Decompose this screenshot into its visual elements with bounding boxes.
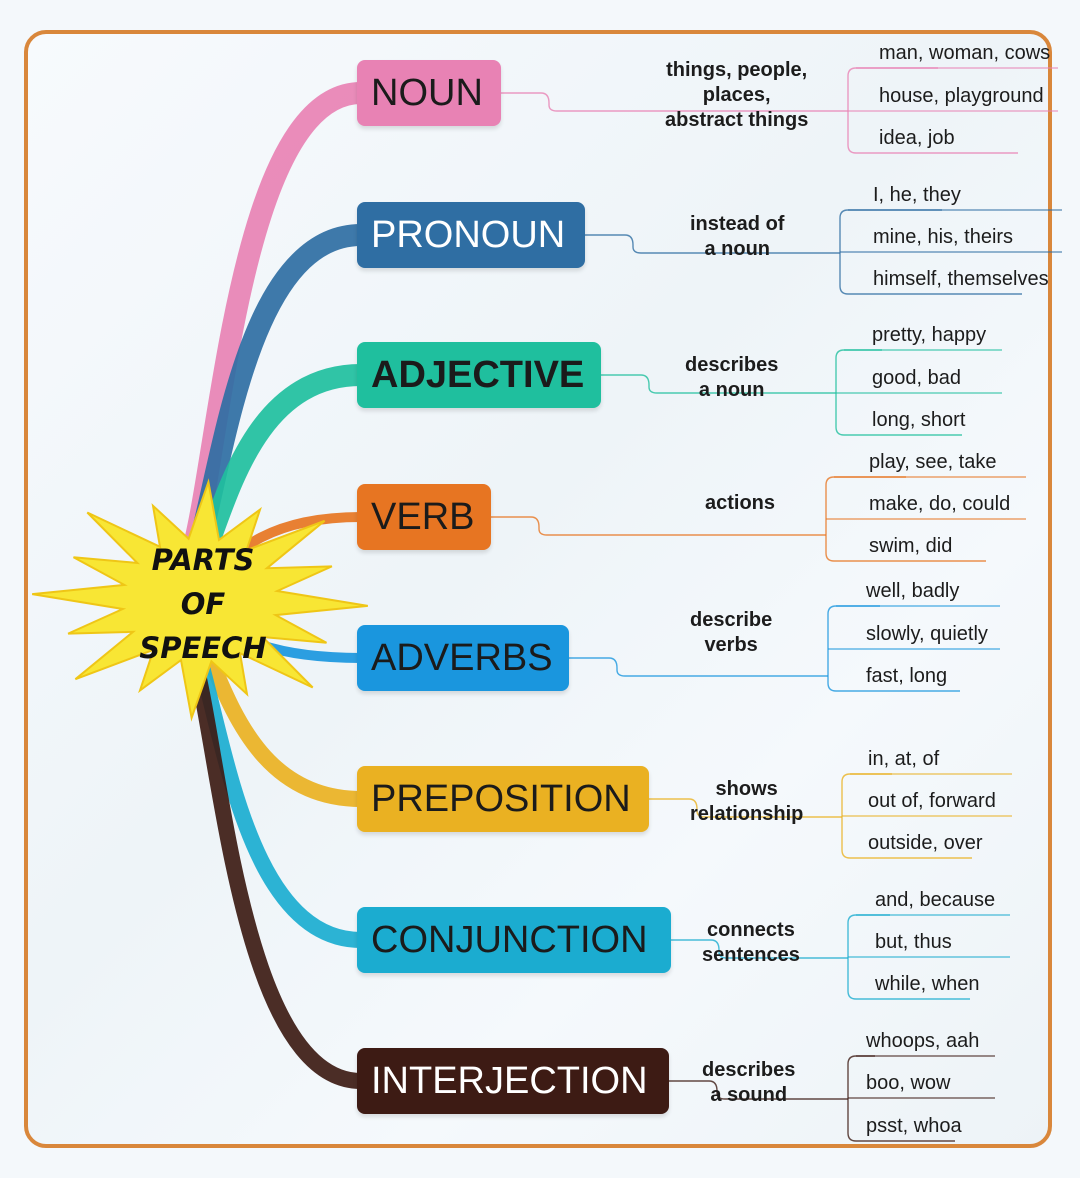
definition-conjunction: connects sentences <box>702 918 800 968</box>
pos-label: VERB <box>371 496 475 538</box>
pos-label: INTERJECTION <box>371 1060 648 1102</box>
example-adjective: good, bad <box>872 367 961 389</box>
center-line-of: OF <box>180 587 226 621</box>
pos-label: PRONOUN <box>371 214 566 256</box>
branch-interjection <box>182 636 369 1089</box>
definition-line: sentences <box>702 944 800 966</box>
pos-label: ADVERBS <box>371 637 553 679</box>
pos-box-verb: VERB <box>357 484 491 550</box>
connector-preposition <box>649 798 842 818</box>
connector-conjunction <box>671 939 848 959</box>
definition-line: shows <box>715 778 778 800</box>
connector-adverbs <box>569 657 828 677</box>
pos-label: PREPOSITION <box>371 778 631 820</box>
example-noun: idea, job <box>879 127 955 149</box>
pos-box-interjection: INTERJECTION <box>357 1048 669 1114</box>
example-pronoun: himself, themselves <box>873 268 1049 290</box>
definition-line: describes <box>685 354 779 376</box>
example-interjection: psst, whoa <box>866 1115 962 1137</box>
example-adjective: pretty, happy <box>872 324 987 346</box>
definition-line: verbs <box>704 634 758 656</box>
connector-noun <box>501 92 848 112</box>
definition-line: abstract things <box>665 109 809 131</box>
pos-label: CONJUNCTION <box>371 919 648 961</box>
definition-verb: actions <box>705 491 775 516</box>
definition-line: relationship <box>690 803 804 825</box>
pos-label: ADJECTIVE <box>371 354 585 396</box>
example-interjection: boo, wow <box>866 1072 951 1094</box>
example-verb: make, do, could <box>869 493 1011 515</box>
definition-line: a noun <box>698 379 765 401</box>
starburst-shape <box>32 478 368 722</box>
pos-label: NOUN <box>371 72 483 114</box>
example-verb: swim, did <box>869 535 953 557</box>
definition-line: actions <box>705 492 776 514</box>
pos-box-adverbs: ADVERBS <box>357 625 569 691</box>
definition-adjective: describes a noun <box>685 353 778 403</box>
example-pronoun: mine, his, theirs <box>873 226 1014 248</box>
example-adverbs: slowly, quietly <box>866 623 988 645</box>
pos-box-preposition: PREPOSITION <box>357 766 649 832</box>
definition-line: places, <box>702 84 771 106</box>
example-adverbs: well, badly <box>866 580 960 602</box>
star-group <box>32 478 368 722</box>
example-preposition: in, at, of <box>868 748 940 770</box>
example-interjection: whoops, aah <box>866 1030 980 1052</box>
definition-pronoun: instead of a noun <box>690 212 784 262</box>
connector-pronoun <box>585 234 840 254</box>
pos-box-pronoun: PRONOUN <box>357 202 585 268</box>
definition-interjection: describes a sound <box>702 1058 795 1108</box>
connector-adjective <box>601 374 836 394</box>
center-title: PARTS OF SPEECH <box>120 538 286 670</box>
example-verb: play, see, take <box>869 451 997 473</box>
example-adjective: long, short <box>872 409 966 431</box>
example-preposition: outside, over <box>868 832 983 854</box>
definition-line: describes <box>702 1059 796 1081</box>
connector-verb <box>491 516 826 536</box>
definition-line: a noun <box>704 238 770 260</box>
connector-interjection <box>669 1080 848 1100</box>
example-pronoun: I, he, they <box>873 184 961 206</box>
pos-box-adjective: ADJECTIVE <box>357 342 601 408</box>
definition-noun: things, people, places, abstract things <box>665 58 808 133</box>
center-line-speech: SPEECH <box>139 631 267 665</box>
example-noun: man, woman, cows <box>879 42 1051 64</box>
definition-line: connects <box>707 919 795 941</box>
definition-preposition: shows relationship <box>690 777 803 827</box>
definition-line: things, people, <box>666 59 808 81</box>
center-line-parts: PARTS <box>151 543 255 577</box>
example-noun: house, playground <box>879 85 1044 107</box>
example-conjunction: but, thus <box>875 931 952 953</box>
definition-line: a sound <box>710 1084 788 1106</box>
example-adverbs: fast, long <box>866 665 948 687</box>
pos-box-noun: NOUN <box>357 60 501 126</box>
example-preposition: out of, forward <box>868 790 996 812</box>
definition-line: describe <box>690 609 773 631</box>
example-conjunction: and, because <box>875 889 996 911</box>
definition-line: instead of <box>690 213 785 235</box>
connector-group <box>491 67 1062 1142</box>
definition-adverbs: describe verbs <box>690 608 772 658</box>
example-conjunction: while, when <box>875 973 980 995</box>
pos-box-conjunction: CONJUNCTION <box>357 907 671 973</box>
